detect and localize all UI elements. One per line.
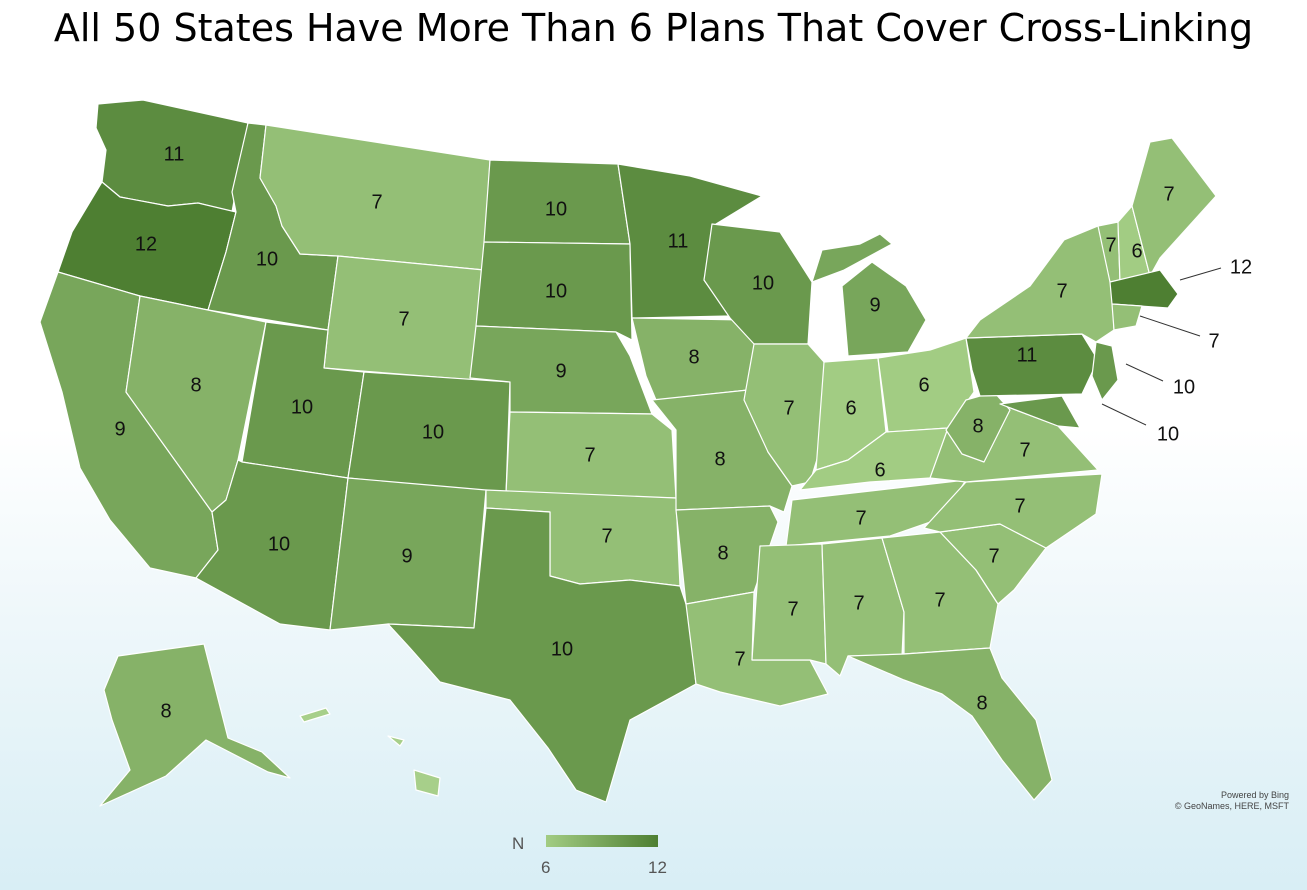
state-ct (1111, 303, 1143, 331)
state-ny (965, 225, 1115, 343)
state-value-la: 7 (734, 648, 745, 670)
state-value-mt: 7 (371, 191, 382, 213)
state-value-il: 7 (783, 397, 794, 419)
state-value-id: 10 (256, 248, 278, 270)
state-value-ga: 7 (934, 589, 945, 611)
state-value-ct: 7 (1208, 330, 1219, 352)
state-value-sd: 10 (545, 280, 567, 302)
state-la (685, 591, 829, 707)
state-value-ar: 8 (717, 542, 728, 564)
state-value-mi: 9 (869, 294, 880, 316)
state-value-pa: 11 (1017, 344, 1038, 366)
state-fl (847, 647, 1053, 801)
legend-color-ramp (546, 835, 658, 847)
state-value-ks: 7 (584, 444, 595, 466)
state-value-mn: 11 (668, 230, 689, 252)
map-title: All 50 States Have More Than 6 Plans Tha… (53, 6, 1254, 50)
state-value-ma: 12 (1230, 256, 1252, 278)
state-value-md: 10 (1157, 423, 1179, 445)
map-credit: Powered by Bing © GeoNames, HERE, MSFT (1175, 790, 1289, 812)
state-ma (1109, 269, 1179, 309)
legend-max: 12 (648, 858, 667, 877)
state-value-ca: 9 (114, 418, 125, 440)
legend-label: N (512, 834, 525, 853)
state-value-fl: 8 (976, 692, 987, 714)
leader-line-ma (1179, 267, 1222, 281)
leader-line-md (1101, 403, 1147, 426)
state-hi (299, 707, 441, 797)
leader-line-ct (1139, 315, 1201, 337)
state-value-oh: 6 (918, 374, 929, 396)
state-nj (1091, 341, 1119, 401)
state-value-va: 7 (1019, 439, 1030, 461)
state-value-ak: 8 (160, 700, 171, 722)
state-ks (505, 411, 677, 499)
state-ak (99, 643, 291, 807)
state-value-in: 6 (845, 397, 856, 419)
state-value-ms: 7 (787, 598, 798, 620)
state-tx (387, 507, 697, 803)
state-value-me: 7 (1163, 183, 1174, 205)
state-value-nd: 10 (545, 198, 567, 220)
state-sd (475, 241, 633, 341)
state-value-ia: 8 (688, 346, 699, 368)
state-value-wa: 11 (164, 143, 185, 165)
state-mi (811, 233, 927, 357)
legend-min: 6 (541, 858, 551, 877)
state-value-tn: 7 (855, 507, 866, 529)
state-value-wy: 7 (398, 308, 409, 330)
state-value-sc: 7 (988, 545, 999, 567)
state-value-ok: 7 (601, 525, 612, 547)
state-value-wi: 10 (752, 272, 774, 294)
state-value-ny: 7 (1056, 280, 1067, 302)
state-value-nc: 7 (1014, 495, 1025, 517)
state-value-nj: 10 (1173, 376, 1195, 398)
state-value-or: 12 (135, 233, 157, 255)
state-value-ne: 9 (555, 360, 566, 382)
state-value-co: 10 (422, 421, 444, 443)
state-value-az: 10 (268, 533, 290, 555)
credit-line-1: Powered by Bing (1220, 790, 1289, 800)
state-value-nh: 6 (1131, 240, 1142, 262)
state-value-nv: 8 (190, 374, 201, 396)
leader-line-nj (1125, 363, 1164, 382)
state-value-vt: 7 (1105, 234, 1116, 256)
state-nc (923, 473, 1103, 549)
state-value-mo: 8 (714, 448, 725, 470)
state-tn (785, 479, 967, 547)
state-md (999, 395, 1081, 429)
credit-line-2: © GeoNames, HERE, MSFT (1174, 801, 1289, 811)
state-value-al: 7 (853, 592, 864, 614)
state-value-ky: 6 (874, 459, 885, 481)
state-value-ut: 10 (291, 396, 313, 418)
state-value-nm: 9 (401, 545, 412, 567)
state-value-wv: 8 (972, 415, 983, 437)
state-me (1131, 137, 1217, 277)
state-value-tx: 10 (551, 638, 573, 660)
